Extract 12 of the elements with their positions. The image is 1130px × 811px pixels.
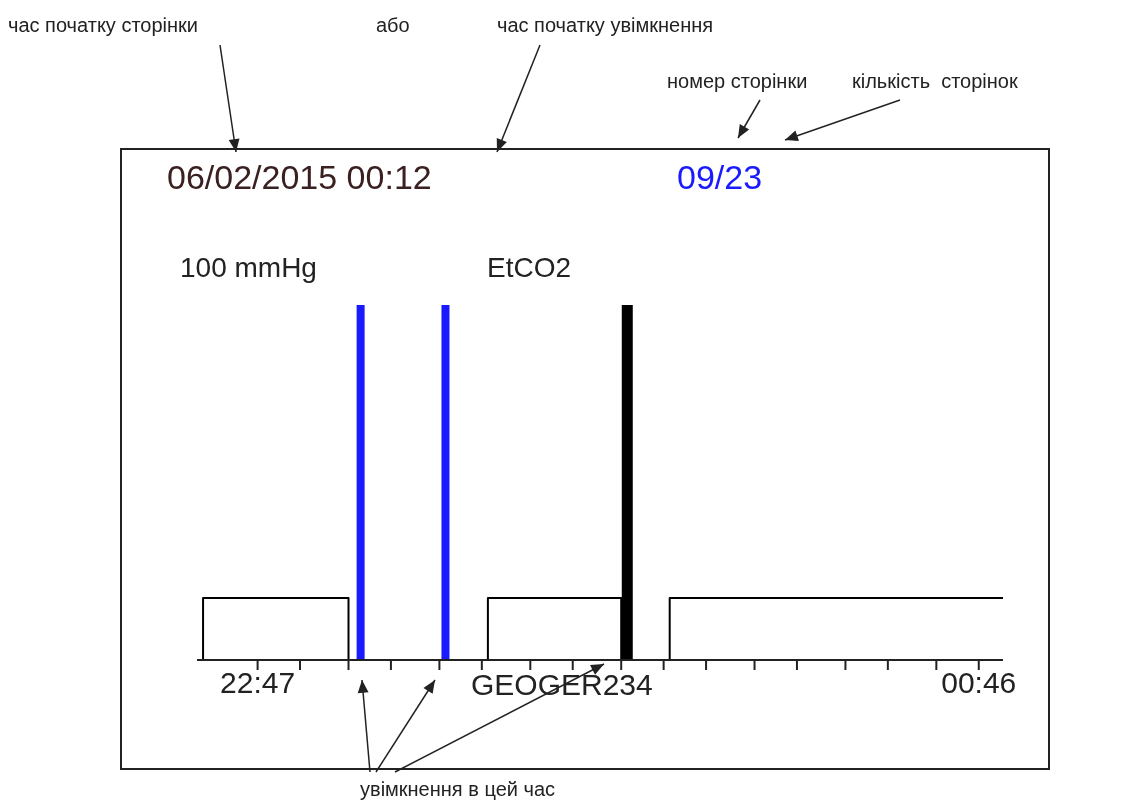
text: увімкнення в цей час [360,778,556,801]
text: або [376,14,410,37]
text: час початку увімкнення [497,14,714,37]
text: номер сторінки [667,70,808,93]
chart-subtitle: 09/23 [677,158,763,197]
text: 100 mmHg [180,252,317,284]
chart-title: 06/02/2015 00:12 [167,158,432,197]
text: кількість сторінок [852,70,1018,93]
x-tick-label: 00:46 [941,666,1017,700]
text: час початку сторінки [8,14,198,37]
x-tick-label: 22:47 [220,666,296,700]
text: EtCO2 [487,252,572,284]
